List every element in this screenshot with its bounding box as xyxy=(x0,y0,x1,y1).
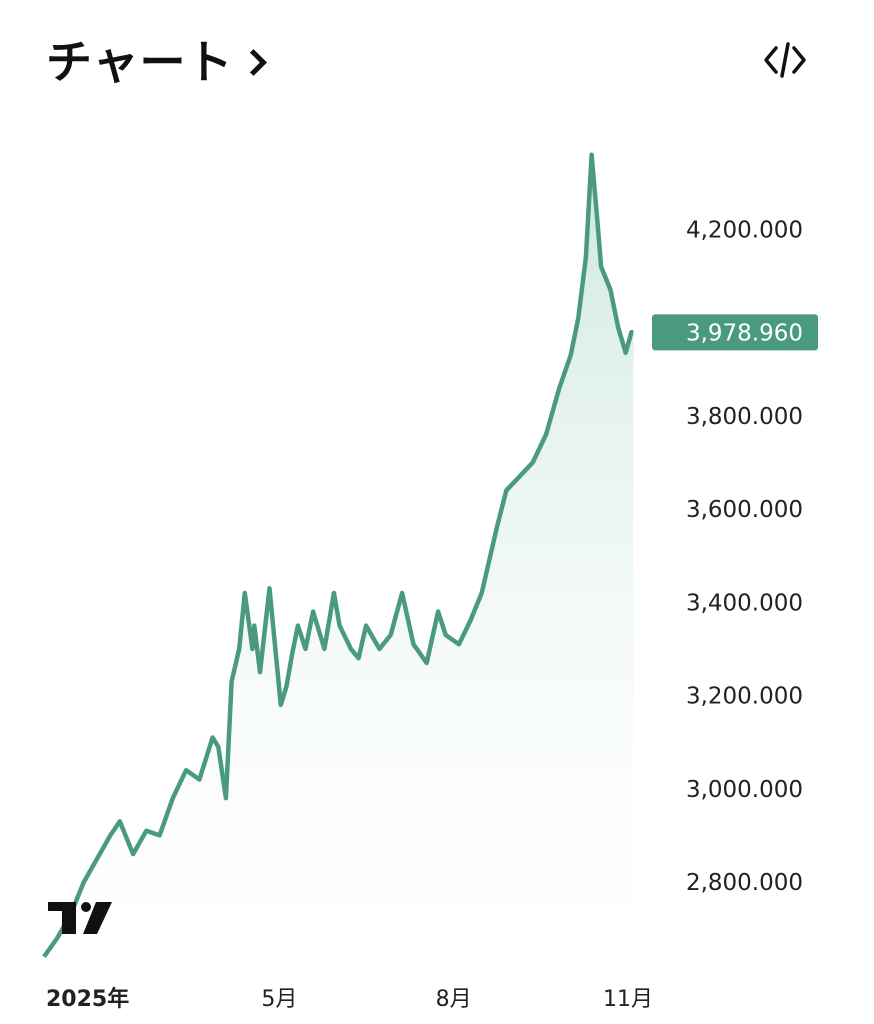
last-price-tag xyxy=(652,314,818,351)
code-embed-icon[interactable] xyxy=(760,40,810,80)
series-line xyxy=(42,152,634,959)
last-price-label: 3,978.960 xyxy=(686,320,803,346)
series-area-fill xyxy=(44,154,634,957)
y-tick-label: 3,600.000 xyxy=(686,497,803,523)
x-tick-label: 8月 xyxy=(436,987,472,1012)
chart-header-link[interactable]: チャート xyxy=(46,26,267,92)
x-tick-label: 5月 xyxy=(261,987,297,1012)
x-tick-label: 2025年 xyxy=(46,986,129,1012)
y-tick-label: 2,800.000 xyxy=(686,870,803,896)
y-tick-label: 3,000.000 xyxy=(686,777,803,803)
page-title: チャート xyxy=(46,35,234,89)
y-tick-label: 3,400.000 xyxy=(686,590,803,616)
tradingview-logo xyxy=(48,902,112,934)
y-tick-label: 3,800.000 xyxy=(686,404,803,430)
y-tick-label: 3,200.000 xyxy=(686,684,803,710)
y-tick-label: 4,200.000 xyxy=(686,217,803,243)
x-tick-label: 11月 xyxy=(603,987,653,1012)
